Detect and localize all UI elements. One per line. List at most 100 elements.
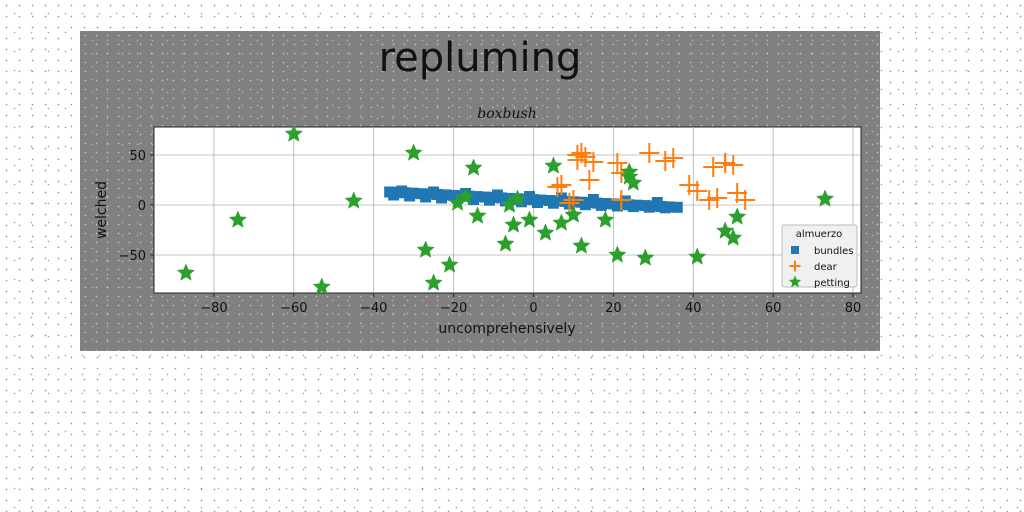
data-point	[707, 188, 728, 208]
chart-title: repluming	[379, 35, 582, 81]
y-tick-label: 0	[138, 199, 146, 214]
data-point	[436, 192, 448, 204]
data-point	[579, 170, 600, 190]
data-point	[608, 245, 627, 263]
series-petting	[176, 124, 835, 295]
x-tick-label: −80	[200, 301, 227, 316]
data-point	[703, 157, 724, 177]
x-tick-label: 60	[765, 301, 782, 316]
data-point	[735, 190, 756, 210]
legend-label-bundles: bundles	[814, 246, 854, 257]
legend-marker-bundles	[791, 246, 799, 254]
data-point	[611, 200, 623, 212]
data-point	[420, 191, 432, 203]
data-point	[508, 189, 527, 207]
data-point	[596, 210, 615, 228]
data-point	[416, 240, 435, 258]
data-point	[671, 201, 683, 213]
series-dear	[547, 143, 756, 213]
data-point	[567, 150, 588, 170]
data-point	[536, 223, 555, 241]
data-point	[388, 189, 400, 201]
data-point	[551, 175, 572, 195]
axis-ticks: −80 −60 −40 −20 0 20 40 60 80 −50 0 50	[119, 149, 862, 316]
data-point	[284, 124, 303, 142]
legend-title: almuerzo	[796, 229, 843, 240]
data-point	[620, 167, 639, 185]
data-point	[636, 248, 655, 266]
x-tick-label: −60	[280, 301, 307, 316]
legend-marker-petting	[788, 275, 802, 288]
scatter-chart: repluming boxbush −80 −60 −40 −20 0 20 40 60 80−…	[94, 35, 862, 337]
data-point	[404, 143, 423, 161]
legend-marker-dear	[789, 260, 801, 272]
data-point	[404, 190, 416, 202]
data-point	[396, 185, 408, 197]
data-point	[500, 195, 512, 207]
data-point	[440, 255, 459, 273]
data-point	[468, 206, 487, 224]
data-point	[424, 273, 443, 291]
data-point	[176, 263, 196, 281]
legend-label-dear: dear	[814, 262, 838, 273]
data-point	[544, 156, 563, 174]
data-point	[496, 234, 515, 252]
y-tick-label: 50	[129, 149, 146, 164]
y-axis-label: welched	[94, 181, 110, 239]
data-point	[627, 201, 639, 213]
data-point	[643, 201, 655, 213]
data-point	[583, 152, 604, 172]
data-point	[595, 199, 607, 211]
x-tick-label: −20	[440, 301, 467, 316]
data-point	[688, 247, 707, 265]
data-point	[312, 277, 331, 295]
data-point	[468, 194, 480, 205]
data-point	[723, 155, 744, 175]
figure-canvas: repluming boxbush −80 −60 −40 −20 0 20 40 60 80−…	[80, 31, 880, 351]
data-point	[639, 143, 660, 163]
x-tick-label: 0	[529, 301, 537, 316]
data-point	[547, 197, 559, 209]
data-point	[728, 207, 747, 225]
data-point	[611, 190, 632, 210]
data-point	[687, 181, 708, 201]
data-point	[547, 177, 568, 197]
data-point	[572, 236, 591, 254]
chart-subtitle: boxbush	[477, 106, 536, 122]
data-point	[492, 189, 504, 201]
data-point	[587, 194, 599, 205]
data-series	[176, 124, 835, 295]
x-tick-label: 20	[605, 301, 622, 316]
data-point	[663, 148, 684, 168]
data-point	[464, 158, 483, 176]
data-point	[531, 197, 543, 208]
data-point	[724, 228, 743, 246]
x-tick-label: 80	[845, 301, 862, 316]
legend-label-petting: petting	[814, 278, 850, 289]
data-point	[228, 210, 248, 228]
data-point	[504, 215, 523, 233]
data-point	[699, 190, 720, 210]
data-point	[575, 147, 596, 167]
legend-box	[781, 224, 858, 288]
data-point	[651, 197, 663, 208]
data-point	[607, 153, 628, 173]
data-point	[655, 151, 676, 171]
data-point	[428, 186, 440, 198]
data-point	[564, 205, 583, 223]
data-point	[559, 193, 580, 213]
data-point	[484, 194, 496, 206]
data-point	[579, 199, 591, 211]
data-point	[715, 153, 736, 173]
y-tick-label: −50	[119, 249, 146, 264]
data-point	[659, 202, 671, 214]
data-point	[344, 191, 363, 209]
x-axis-label: uncomprehensively	[438, 321, 575, 337]
data-point	[520, 210, 539, 228]
data-point	[523, 191, 535, 202]
data-point	[815, 189, 835, 207]
data-point	[552, 213, 571, 231]
x-tick-label: −40	[360, 301, 387, 316]
legend: almuerzo bundles dear petting	[781, 224, 858, 289]
x-tick-label: 40	[685, 301, 702, 316]
